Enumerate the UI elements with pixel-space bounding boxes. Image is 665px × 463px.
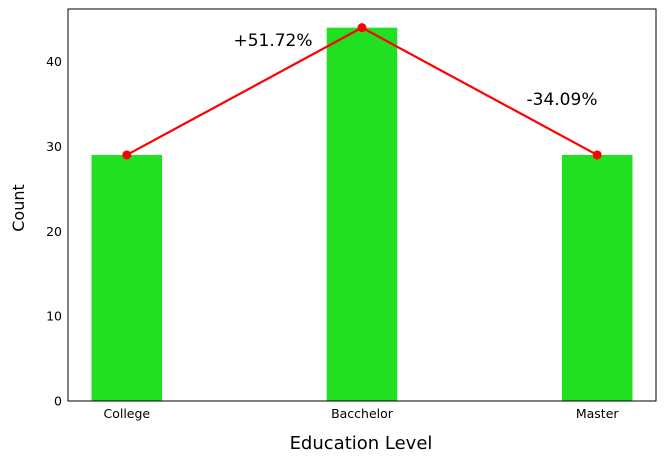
x-tick-label: Bacchelor xyxy=(331,406,394,421)
bars-group xyxy=(91,27,633,402)
trend-marker-master xyxy=(592,150,602,160)
plot-frame xyxy=(67,8,657,402)
change-annotation-1: +51.72% xyxy=(233,31,312,51)
y-tick-label: 10 xyxy=(46,309,62,324)
x-ticks-group: College Bacchelor Master xyxy=(103,406,619,421)
y-tick-label: 0 xyxy=(54,394,62,409)
bar-college xyxy=(91,154,163,401)
bar-bacchelor xyxy=(326,27,398,402)
y-tick-label: 30 xyxy=(46,139,62,154)
y-tick-label: 40 xyxy=(46,54,62,69)
y-tick-label: 20 xyxy=(46,224,62,239)
axes-group xyxy=(67,8,657,402)
bar-master xyxy=(561,154,633,401)
change-annotation-2: -34.09% xyxy=(527,90,598,110)
x-tick-label: Master xyxy=(576,406,620,421)
x-axis-label: Education Level xyxy=(290,433,433,454)
y-axis-label: Count xyxy=(9,184,28,232)
trend-marker-college xyxy=(122,150,132,160)
trend-marker-bacchelor xyxy=(357,23,367,33)
trend-line-group xyxy=(122,23,602,160)
y-ticks-group: 0 10 20 30 40 xyxy=(46,54,62,408)
x-tick-label: College xyxy=(103,406,150,421)
